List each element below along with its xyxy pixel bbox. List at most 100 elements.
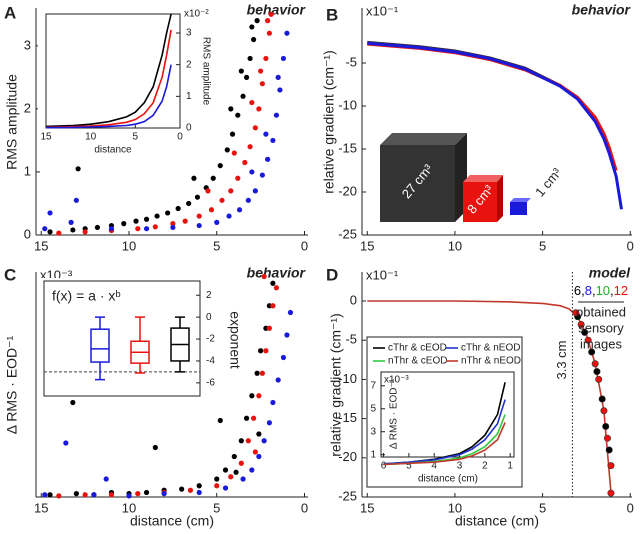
data-point (91, 492, 97, 498)
x-axis-label: distance (cm) (130, 513, 214, 529)
reference-label: 3.3 cm (554, 340, 569, 379)
data-point (228, 106, 234, 112)
panel-letter: C (4, 265, 16, 284)
data-point (249, 24, 255, 30)
panel-letter: D (326, 265, 338, 284)
y-tick-label: 0 (24, 226, 31, 241)
data-point (256, 431, 262, 437)
y-tick-label: -25 (338, 226, 357, 241)
x-tick-label: 0 (177, 132, 183, 143)
data-point (261, 273, 267, 280)
data-point (251, 415, 257, 421)
y-tick-label: 7 (370, 380, 376, 391)
image-count: 10 (596, 283, 610, 298)
data-point (143, 216, 150, 222)
data-point (236, 207, 243, 213)
y-tick-label: -10 (338, 97, 357, 112)
model-point (572, 309, 580, 317)
y-tick-label: -2 (206, 334, 215, 345)
x-tick-label: 5 (213, 238, 220, 253)
model-point (605, 446, 613, 454)
cube-front (463, 182, 497, 222)
axis-exponent: x10⁻¹ (366, 267, 399, 282)
line-series (383, 422, 506, 466)
data-point (133, 218, 139, 224)
box-body (90, 328, 110, 363)
data-point (214, 219, 220, 225)
chart-title: model (589, 265, 631, 281)
model-point (607, 462, 615, 470)
data-point (242, 159, 248, 166)
data-point (270, 280, 276, 286)
inset-background (366, 336, 523, 488)
data-point (247, 55, 253, 62)
data-point (82, 229, 88, 235)
box-whisker (135, 316, 145, 374)
data-point (56, 230, 62, 236)
data-point (219, 197, 225, 203)
model-point (598, 395, 606, 403)
data-point (240, 476, 246, 482)
x-tick-label: 15 (34, 500, 48, 515)
y-axis-label: RMS amplitude (200, 37, 211, 106)
data-point (256, 453, 262, 460)
data-point (135, 226, 141, 232)
data-point (217, 163, 223, 169)
data-point (265, 156, 271, 162)
data-point (252, 449, 258, 455)
data-point (194, 194, 201, 200)
data-point (266, 420, 272, 426)
data-point (243, 74, 250, 80)
data-point (165, 210, 171, 216)
data-point (231, 453, 237, 460)
data-point (182, 218, 188, 224)
y-axis-label: exponent (227, 311, 243, 369)
data-point (249, 467, 255, 473)
box-whisker (175, 316, 185, 373)
data-point (143, 226, 150, 232)
data-point (226, 213, 232, 219)
y-tick-label: 1 (186, 91, 192, 102)
data-point (224, 147, 230, 153)
image-count: 6 (574, 283, 581, 298)
data-point (265, 18, 271, 24)
data-point (247, 144, 253, 150)
data-point (251, 36, 257, 43)
data-point (175, 205, 181, 212)
y-tick-label: -5 (345, 54, 357, 69)
data-point (47, 210, 53, 216)
data-point (42, 226, 48, 232)
data-point (205, 188, 211, 194)
data-point (231, 150, 237, 156)
data-point (280, 55, 287, 62)
model-point (577, 321, 585, 329)
legend-label: cThr & cEOD (388, 343, 447, 354)
image-count: , (592, 283, 596, 298)
data-point (228, 188, 234, 194)
data-point (214, 483, 220, 489)
data-point (277, 87, 283, 93)
x-tick-label: 5 (539, 238, 546, 253)
data-point (103, 476, 109, 482)
data-point (259, 172, 265, 178)
image-note: images (580, 336, 622, 351)
data-point (154, 213, 160, 219)
data-point (210, 175, 216, 181)
data-point (263, 348, 269, 354)
data-point (186, 200, 192, 207)
y-axis-label: relative gradient (cm⁻¹) (321, 50, 337, 194)
x-tick-label: 5 (406, 461, 412, 472)
data-point (258, 348, 264, 354)
data-point (121, 221, 127, 227)
y-tick-label: -15 (338, 140, 357, 155)
x-axis-label: distance (94, 145, 132, 156)
x-tick-label: 1 (507, 461, 513, 472)
x-tick-label: 4 (431, 461, 437, 472)
data-point (191, 175, 197, 181)
data-point (196, 489, 202, 496)
model-point (602, 422, 610, 430)
x-tick-label: 0 (627, 500, 634, 515)
data-point (284, 332, 290, 338)
x-axis-label: distance (cm) (418, 474, 478, 485)
data-point (63, 440, 69, 446)
